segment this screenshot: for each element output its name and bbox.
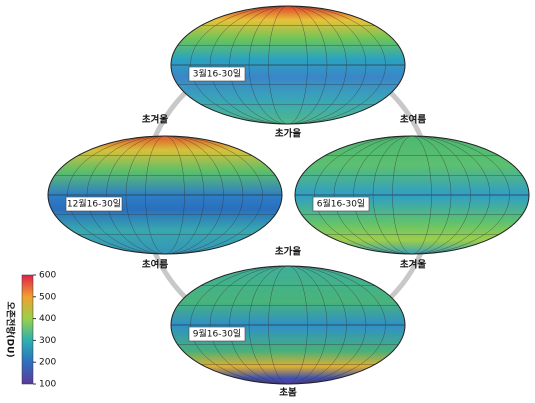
colorbar-tick-label: 300 (39, 336, 56, 346)
colorbar (21, 274, 34, 385)
season-label: 초여름 (142, 259, 168, 271)
colorbar-tick-label: 600 (39, 271, 56, 281)
date-box (312, 196, 370, 212)
date-label: 9월16-30일 (193, 328, 241, 340)
colorbar-title: 오존전량(DU) (5, 301, 17, 357)
map-outline (170, 265, 406, 385)
map-outline (170, 5, 406, 125)
season-label: 초겨울 (142, 114, 168, 126)
graticule (171, 266, 405, 384)
colorbar-tick-label: 200 (39, 358, 56, 368)
date-label: 3월16-30일 (193, 68, 241, 80)
map: 9월16-30일 (170, 265, 406, 385)
map: 6월16-30일 (294, 135, 530, 255)
date-box (188, 66, 246, 82)
season-label: 초겨울 (400, 259, 426, 271)
date-label: 6월16-30일 (317, 198, 365, 210)
season-label: 초가을 (275, 128, 301, 140)
date-box (188, 326, 246, 342)
colorbar-tick-label: 100 (39, 380, 56, 390)
graticule (171, 6, 405, 124)
colorbar-tick-label: 500 (39, 292, 56, 302)
map: 12월16-30일 (47, 135, 283, 255)
graticule (48, 136, 282, 254)
map: 3월16-30일 (170, 5, 406, 125)
map-outline (47, 135, 283, 255)
map-outline (294, 135, 530, 255)
season-label: 초여름 (400, 114, 426, 126)
graticule (295, 136, 529, 254)
colorbar-tick-label: 400 (39, 314, 56, 324)
season-label: 초봄 (279, 387, 297, 399)
season-label: 초가을 (275, 246, 301, 258)
date-box (65, 196, 123, 212)
date-label: 12월16-30일 (67, 198, 121, 210)
